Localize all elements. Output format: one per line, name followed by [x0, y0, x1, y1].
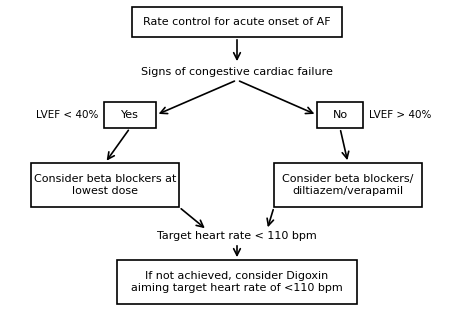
Text: Consider beta blockers/
diltiazem/verapamil: Consider beta blockers/ diltiazem/verapa…	[283, 174, 414, 196]
Bar	[117, 260, 357, 304]
Text: No: No	[332, 110, 347, 120]
Text: Consider beta blockers at
lowest dose: Consider beta blockers at lowest dose	[34, 174, 176, 196]
Bar	[317, 102, 363, 128]
Bar	[104, 102, 156, 128]
Text: Target heart rate < 110 bpm: Target heart rate < 110 bpm	[157, 231, 317, 241]
Bar	[132, 7, 342, 37]
Text: LVEF > 40%: LVEF > 40%	[369, 110, 431, 120]
Text: Signs of congestive cardiac failure: Signs of congestive cardiac failure	[141, 67, 333, 77]
Bar	[31, 163, 179, 207]
Text: Rate control for acute onset of AF: Rate control for acute onset of AF	[143, 17, 331, 27]
Text: LVEF < 40%: LVEF < 40%	[36, 110, 98, 120]
Text: Yes: Yes	[121, 110, 139, 120]
Bar	[274, 163, 422, 207]
Text: If not achieved, consider Digoxin
aiming target heart rate of <110 bpm: If not achieved, consider Digoxin aiming…	[131, 271, 343, 293]
